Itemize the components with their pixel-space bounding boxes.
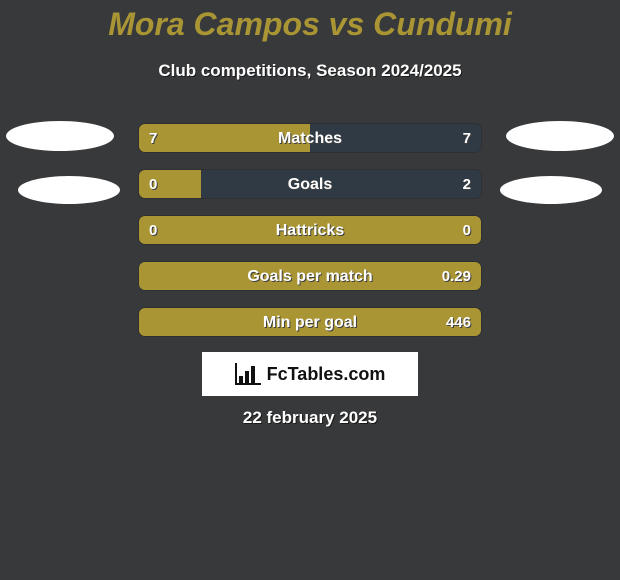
stat-row: Goals per match 0.29 (138, 261, 482, 291)
stat-row: 0 Hattricks 0 (138, 215, 482, 245)
decor-ellipse-bottom-left (18, 176, 120, 204)
stat-bar-left (139, 262, 481, 290)
decor-ellipse-bottom-right (500, 176, 602, 204)
bar-chart-icon (235, 363, 261, 385)
subtitle: Club competitions, Season 2024/2025 (0, 61, 620, 81)
stat-bar-right (310, 124, 481, 152)
branding-plate: FcTables.com (202, 352, 418, 396)
stat-bar-right (201, 170, 481, 198)
decor-ellipse-top-right (506, 121, 614, 151)
stat-bar-left (139, 124, 310, 152)
stat-bar-left (139, 308, 481, 336)
stat-bar-left (139, 170, 201, 198)
stat-row: 0 Goals 2 (138, 169, 482, 199)
stat-row: Min per goal 446 (138, 307, 482, 337)
stat-bar-left (139, 216, 481, 244)
branding-text: FcTables.com (267, 364, 386, 385)
page-title: Mora Campos vs Cundumi (0, 6, 620, 43)
stat-row: 7 Matches 7 (138, 123, 482, 153)
decor-ellipse-top-left (6, 121, 114, 151)
h2h-infographic: Mora Campos vs Cundumi Club competitions… (0, 0, 620, 580)
date-text: 22 february 2025 (0, 408, 620, 428)
stats-bars: 7 Matches 7 0 Goals 2 0 Hattricks 0 Goal… (138, 123, 482, 353)
